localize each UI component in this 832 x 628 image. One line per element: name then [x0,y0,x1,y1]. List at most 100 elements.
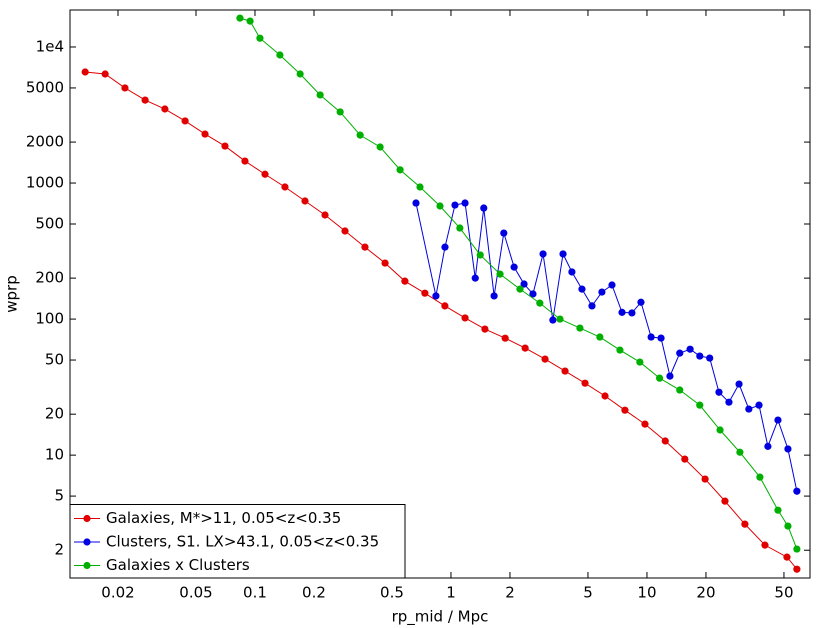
data-point [436,202,444,210]
data-point [241,157,249,165]
data-point [616,346,624,354]
data-point [686,345,694,353]
data-point [201,130,209,138]
data-point [141,96,149,104]
y-tick-label: 5 [54,487,64,505]
y-tick-label: 500 [35,214,64,232]
data-point [510,263,518,271]
data-point [261,170,269,178]
data-point [451,201,459,209]
data-point [529,290,537,298]
y-tick-label: 200 [35,269,64,287]
data-point [741,520,749,528]
data-point [761,541,769,549]
data-point [541,355,549,363]
data-point [581,379,589,387]
data-point [764,442,772,450]
data-point [256,34,264,42]
data-point [793,545,801,553]
data-point [520,280,528,288]
y-tick-label: 100 [35,310,64,328]
data-point [784,445,792,453]
data-point [608,281,616,289]
data-point [421,289,429,297]
data-point [657,334,665,342]
x-axis-label: rp_mid / Mpc [392,608,489,627]
data-point [596,333,604,341]
data-point [598,288,606,296]
data-point [181,117,189,125]
y-axis-label: wprp [3,275,21,312]
data-point [641,420,649,428]
data-point [576,324,584,332]
data-point [490,292,498,300]
data-point [471,274,479,282]
data-point [676,386,684,394]
data-point [784,522,792,530]
data-point [476,251,484,259]
data-point [621,406,629,414]
data-point [681,455,689,463]
data-point [568,268,576,276]
y-tick-label: 2 [54,541,64,559]
data-point [783,553,791,561]
y-tick-label: 1e4 [36,37,64,55]
data-point [637,298,645,306]
data-point [416,183,424,191]
data-point [276,51,284,59]
y-tick-label: 10 [45,446,64,464]
data-point [301,197,309,205]
data-point [755,401,763,409]
data-point [441,243,449,251]
data-point [441,302,449,310]
legend-label: Galaxies, M*>11, 0.05<z<0.35 [106,509,341,527]
legend-label: Clusters, S1. LX>43.1, 0.05<z<0.35 [106,533,379,551]
data-point [396,166,404,174]
x-tick-label: 50 [774,584,793,602]
y-tick-label: 20 [45,405,64,423]
data-point [456,224,464,232]
data-point [121,84,129,92]
data-point [556,315,564,323]
data-point [161,105,169,113]
data-point [618,308,626,316]
data-point [666,372,674,380]
data-point [715,388,723,396]
data-point [81,68,89,76]
data-point [636,358,644,366]
plot-frame [69,9,811,579]
y-tick-label: 5000 [26,78,64,96]
data-point [101,70,109,78]
data-point [461,199,469,207]
y-tick-label: 1000 [26,174,64,192]
data-point [496,270,504,278]
data-point [296,70,304,78]
data-point [725,398,733,406]
data-point [701,475,709,483]
data-point [647,333,655,341]
data-point [500,229,508,237]
data-point [432,292,440,300]
data-point [236,14,244,22]
data-point [246,17,254,25]
data-point [501,334,509,342]
legend-label: Galaxies x Clusters [106,556,250,574]
data-point [549,316,557,324]
x-tick-label: 0.1 [243,584,267,602]
x-tick-label: 20 [696,584,715,602]
data-point [561,367,569,375]
legend-marker [83,514,91,523]
data-point [481,325,489,333]
data-point [588,302,596,310]
data-point [381,259,389,267]
data-point [401,277,409,285]
data-point [774,506,782,514]
data-point [696,401,704,409]
data-point [716,426,724,434]
legend-marker [83,561,91,570]
data-point [601,392,609,400]
data-point [336,108,344,116]
x-tick-label: 0.02 [101,584,134,602]
x-tick-label: 0.5 [380,584,404,602]
